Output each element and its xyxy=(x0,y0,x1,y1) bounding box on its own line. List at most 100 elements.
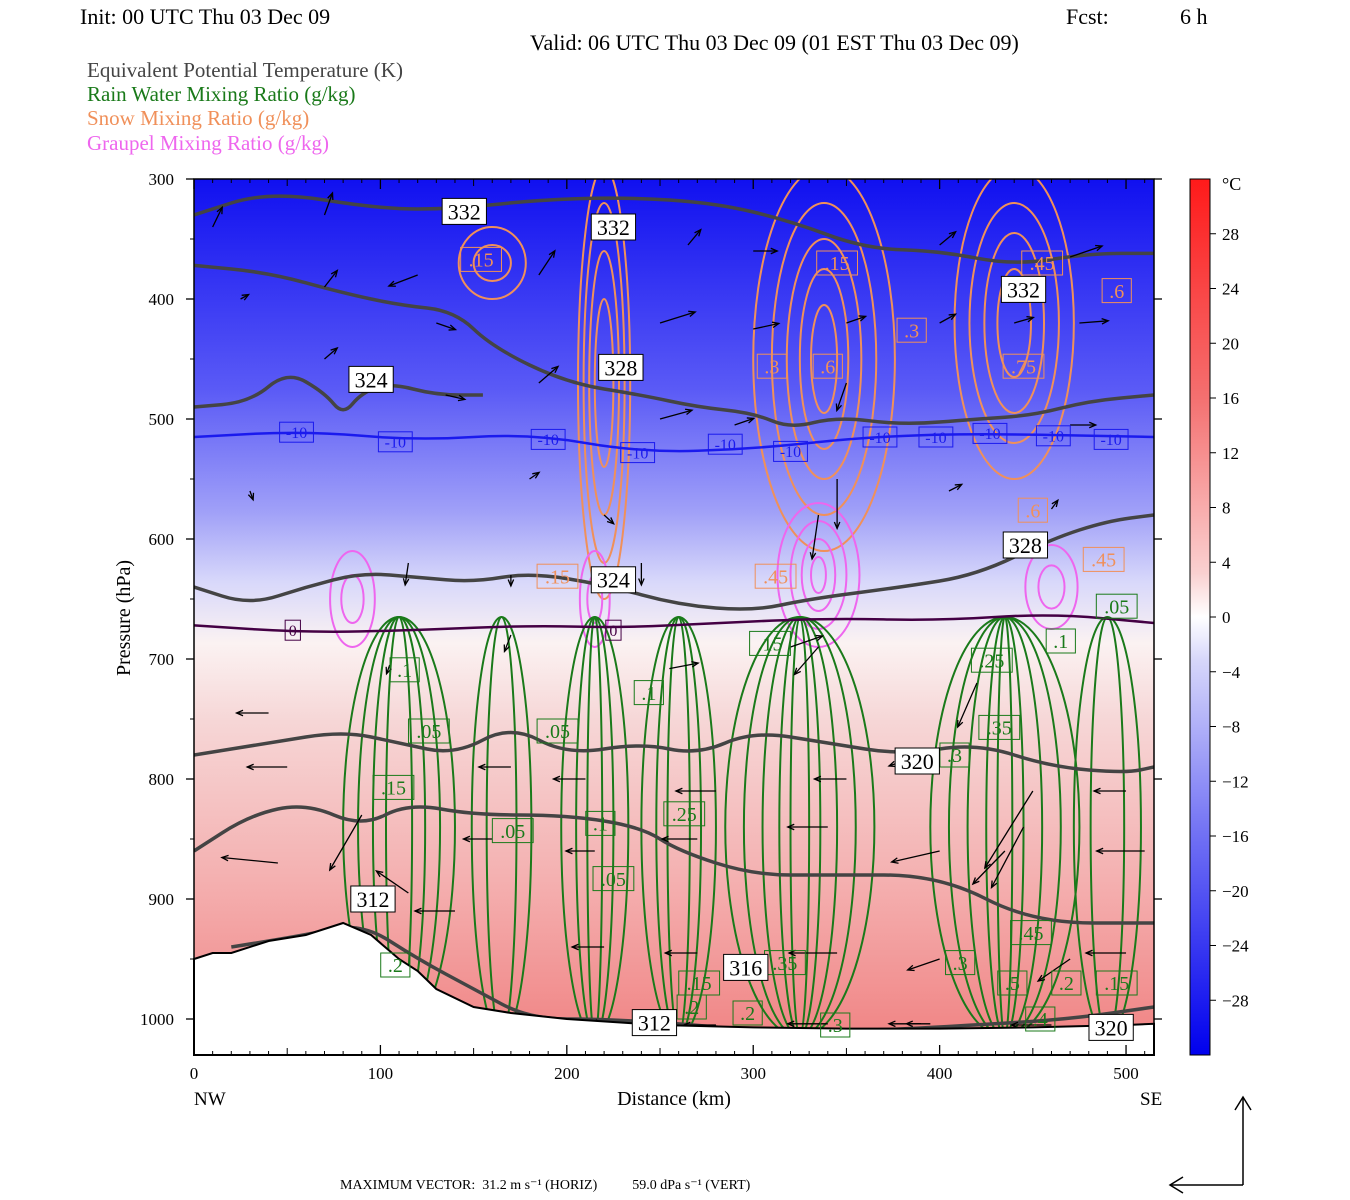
snow-label: .6 xyxy=(1017,497,1048,523)
snow-label-box xyxy=(812,353,843,379)
wind-vector xyxy=(891,850,940,863)
colorbar-tick-label: 8 xyxy=(1222,499,1231,518)
graupel-contour xyxy=(800,538,837,612)
wind-vector xyxy=(836,382,848,411)
rain-label-box xyxy=(939,742,970,768)
snow-contour xyxy=(953,179,1075,480)
snow-label-text: .75 xyxy=(1011,356,1036,378)
wind-vector-head xyxy=(220,854,229,862)
x-tick-label: 0 xyxy=(190,1064,199,1083)
isotherm-label-text: 0 xyxy=(289,623,297,640)
theta-e-label-box xyxy=(894,747,940,775)
wind-vector xyxy=(939,231,957,246)
theta-e-label-box xyxy=(723,953,769,981)
wind-vector-head xyxy=(694,228,702,237)
isotherm-label: 0 xyxy=(605,619,622,641)
isotherm-label: -10 xyxy=(707,433,743,455)
isotherm-label-box xyxy=(1035,425,1071,447)
y-tick-label: 1000 xyxy=(140,1010,174,1029)
isotherm-label-text: -10 xyxy=(715,437,736,454)
theta-e-label-box xyxy=(1002,531,1049,559)
rain-label-text: .35 xyxy=(987,718,1012,740)
wind-vector-head xyxy=(328,862,336,872)
wind-vector-head xyxy=(606,517,615,525)
rain-label-text: .25 xyxy=(979,650,1004,672)
isotherm-label-box xyxy=(773,440,808,462)
rain-label-box xyxy=(633,680,664,706)
wind-vector xyxy=(659,311,696,324)
isotherm-label-text: -10 xyxy=(925,430,946,447)
theta-e-label: 312 xyxy=(350,885,396,913)
rain-label-text: .15 xyxy=(381,778,406,800)
contour-labels: -10 -10 -10 -10 -10 -10 -10 -10 -10 -10 -10 0 0 .15 .1… xyxy=(279,197,1138,1041)
colorbar-tick-label: −12 xyxy=(1222,772,1249,791)
theta-e-label-text: 328 xyxy=(1009,533,1042,558)
wind-vector-head xyxy=(387,280,396,287)
snow-label-text: .45 xyxy=(763,566,788,588)
rain-label: .3 xyxy=(939,742,970,768)
x-tick-label: 500 xyxy=(1113,1064,1139,1083)
snow-label: .15 xyxy=(460,246,502,272)
wind-vector-head xyxy=(327,191,334,201)
isotherm-label: -10 xyxy=(773,440,808,462)
graupel-contour xyxy=(578,550,611,648)
rain-label: .05 xyxy=(407,718,450,744)
wind-vector xyxy=(436,322,456,331)
wind-vector-head xyxy=(551,775,561,783)
theta-e-label: 320 xyxy=(894,747,940,775)
wind-vector-head xyxy=(507,579,515,588)
rain-label-text: .1 xyxy=(593,814,608,836)
wind-vector-head xyxy=(771,321,781,329)
snow-label-text: .15 xyxy=(469,250,494,272)
isotherm-label-text: -10 xyxy=(1100,432,1121,449)
rain-label: .2 xyxy=(732,1000,763,1026)
isotherm-label: -10 xyxy=(1093,428,1129,450)
wind-vector xyxy=(538,250,556,276)
wind-vector xyxy=(1014,316,1034,324)
rain-label-box xyxy=(676,994,707,1020)
rain-label-box xyxy=(1025,1006,1056,1032)
wind-vector xyxy=(793,646,819,675)
theta-e-label-box xyxy=(598,353,644,381)
snow-contour xyxy=(472,244,512,282)
snow-label: .6 xyxy=(1101,278,1132,304)
wind-vector-head xyxy=(990,880,998,889)
snow-label-text: .6 xyxy=(820,356,835,378)
theta-e-label-text: 316 xyxy=(729,955,762,980)
rain-label: .2 xyxy=(380,952,411,978)
wind-vector-head xyxy=(234,709,244,717)
wind-vector-head xyxy=(1026,316,1035,323)
wind-vector xyxy=(990,826,1025,888)
rain-label-text: .05 xyxy=(500,821,525,843)
theta-e-label: 328 xyxy=(598,353,644,381)
y-tick-label: 300 xyxy=(149,170,175,189)
colorbar-tick-label: −24 xyxy=(1222,937,1249,956)
rain-label-text: .45 xyxy=(1018,923,1043,945)
rain-label-text: .1 xyxy=(397,660,412,682)
snow-contour xyxy=(810,304,839,414)
isotherm-label-text: -10 xyxy=(979,426,1000,443)
rain-label-box xyxy=(749,630,791,656)
snow-contour xyxy=(996,268,1032,378)
colorbar-tick-label: 16 xyxy=(1222,389,1239,408)
rain-label: .15 xyxy=(1095,970,1138,996)
theta-e-label-text: 320 xyxy=(901,749,934,774)
colorbar-tick-label: −16 xyxy=(1222,827,1249,846)
rain-label-box xyxy=(820,1012,851,1038)
wind-vector-head xyxy=(815,634,825,642)
wind-vector xyxy=(529,471,540,480)
graupel-contour xyxy=(1037,564,1066,610)
theta-e-contour xyxy=(194,263,1154,427)
wind-vector-head xyxy=(551,365,560,374)
wind-vector-head xyxy=(570,943,579,951)
rain-label: .1 xyxy=(585,810,616,836)
isotherm-label: -10 xyxy=(377,431,413,453)
isotherm-label-box xyxy=(530,428,566,450)
y-tick-label: 500 xyxy=(149,410,175,429)
snow-label-text: .45 xyxy=(1030,253,1055,275)
wind-vector xyxy=(503,634,512,652)
isotherm-label: -10 xyxy=(972,422,1008,444)
rain-label: .2 xyxy=(1051,970,1082,996)
snow-contour xyxy=(983,232,1046,414)
